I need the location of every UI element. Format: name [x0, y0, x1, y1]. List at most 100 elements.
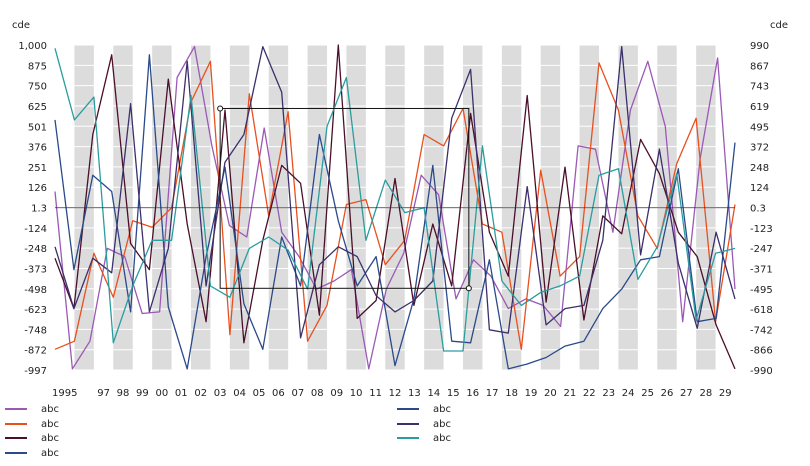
- right-axis-label: cde: [770, 20, 788, 31]
- overlay-handle: [465, 285, 472, 292]
- left-tick-label: 126: [28, 183, 47, 194]
- x-tick-label: 23: [602, 388, 615, 399]
- right-tick-label: 619: [750, 102, 769, 113]
- legend-label: abc: [433, 432, 451, 444]
- x-tick-label: 24: [622, 388, 635, 399]
- legend-label: abc: [433, 418, 451, 430]
- x-tick-label: 01: [175, 388, 188, 399]
- legend: abc abc abc abc abc abc abc: [0, 400, 810, 466]
- x-tick-label: 12: [389, 388, 402, 399]
- x-tick-label: 04: [233, 388, 246, 399]
- x-tick-label: 17: [486, 388, 499, 399]
- series-line-2: [54, 60, 736, 350]
- x-tick-label: 15: [447, 388, 460, 399]
- line-chart: 1,000 990 875 867 750 743 625 619 501 495 376 372 25…: [12, 20, 788, 399]
- right-tick-label: 867: [750, 61, 769, 72]
- x-tick-label: 20: [544, 388, 557, 399]
- right-tick-label: -990: [750, 366, 773, 377]
- x-tick-label: 02: [194, 388, 207, 399]
- legend-item: abc: [5, 431, 59, 445]
- x-tick-label: 1995: [52, 388, 77, 399]
- x-tick-label: 14: [427, 388, 440, 399]
- left-tick-label: 251: [28, 163, 47, 174]
- right-tick-label: 372: [750, 143, 769, 154]
- x-tick-label: 07: [291, 388, 304, 399]
- right-tick-label: -371: [750, 264, 773, 275]
- series-line-5: [54, 45, 736, 339]
- x-tick-label: 99: [136, 388, 149, 399]
- series-line-1: [54, 45, 736, 370]
- left-tick-label: 625: [28, 102, 47, 113]
- legend-label: abc: [433, 403, 451, 415]
- right-tick-label: -247: [750, 244, 773, 255]
- x-tick-label: 21: [563, 388, 576, 399]
- x-tick-label: 98: [117, 388, 130, 399]
- x-tick-label: 29: [719, 388, 732, 399]
- left-tick-label: -748: [24, 325, 47, 336]
- axis-layer: 1,000 990 875 867 750 743 625 619 501 495 376 372 25…: [12, 20, 788, 399]
- x-tick-label: 13: [408, 388, 421, 399]
- x-tick-label: 09: [330, 388, 343, 399]
- x-tick-label: 00: [155, 388, 168, 399]
- left-tick-label: -623: [24, 305, 47, 316]
- x-tick-label: 19: [525, 388, 538, 399]
- x-tick-label: 22: [583, 388, 596, 399]
- left-tick-label: 376: [28, 143, 47, 154]
- x-tick-label: 97: [97, 388, 110, 399]
- legend-label: abc: [41, 432, 59, 444]
- left-tick-label: -872: [24, 346, 47, 357]
- x-tick-label: 27: [680, 388, 693, 399]
- legend-swatch: [5, 423, 27, 425]
- left-tick-label: -124: [24, 224, 47, 235]
- right-tick-label: -123: [750, 224, 773, 235]
- right-tick-label: 0.3: [750, 204, 766, 215]
- left-tick-label: -248: [24, 244, 47, 255]
- right-tick-label: 743: [750, 82, 769, 93]
- left-tick-label: 875: [28, 61, 47, 72]
- left-tick-label: 750: [28, 82, 47, 93]
- x-tick-label: 28: [699, 388, 712, 399]
- legend-swatch: [397, 437, 419, 439]
- right-tick-label: -618: [750, 305, 773, 316]
- x-tick-label: 16: [466, 388, 479, 399]
- x-tick-label: 05: [253, 388, 266, 399]
- left-tick-label: 1,000: [18, 41, 47, 52]
- series-line-3: [54, 44, 736, 370]
- legend-label: abc: [41, 447, 59, 459]
- legend-item: abc: [397, 417, 451, 431]
- legend-swatch: [5, 408, 27, 410]
- x-tick-label: 03: [214, 388, 227, 399]
- left-tick-label: 501: [28, 122, 47, 133]
- left-tick-label: -373: [24, 264, 47, 275]
- right-tick-label: 990: [750, 41, 769, 52]
- series-line-4: [54, 54, 736, 370]
- legend-swatch: [5, 437, 27, 439]
- legend-item: abc: [397, 402, 451, 416]
- legend-swatch: [5, 452, 27, 454]
- left-axis-label: cde: [12, 20, 30, 31]
- x-tick-label: 08: [311, 388, 324, 399]
- legend-item: abc: [5, 446, 59, 460]
- legend-label: abc: [41, 403, 59, 415]
- legend-item: abc: [397, 431, 451, 445]
- x-tick-label: 11: [369, 388, 382, 399]
- x-tick-label: 06: [272, 388, 285, 399]
- overlay-rectangle: [219, 107, 470, 289]
- right-tick-label: 124: [750, 183, 769, 194]
- left-tick-label: -498: [24, 285, 47, 296]
- legend-swatch: [397, 408, 419, 410]
- series-layer: [54, 44, 736, 370]
- right-tick-label: -866: [750, 346, 773, 357]
- x-tick-label: 18: [505, 388, 518, 399]
- x-tick-label: 26: [661, 388, 674, 399]
- right-tick-label: 495: [750, 122, 769, 133]
- x-tick-label: 10: [350, 388, 363, 399]
- series-line-6: [54, 48, 736, 352]
- x-tick-label: 25: [641, 388, 654, 399]
- selection-overlay: [217, 105, 472, 292]
- right-tick-label: -495: [750, 285, 773, 296]
- legend-label: abc: [41, 418, 59, 430]
- left-tick-label: -997: [24, 366, 47, 377]
- right-tick-label: 248: [750, 163, 769, 174]
